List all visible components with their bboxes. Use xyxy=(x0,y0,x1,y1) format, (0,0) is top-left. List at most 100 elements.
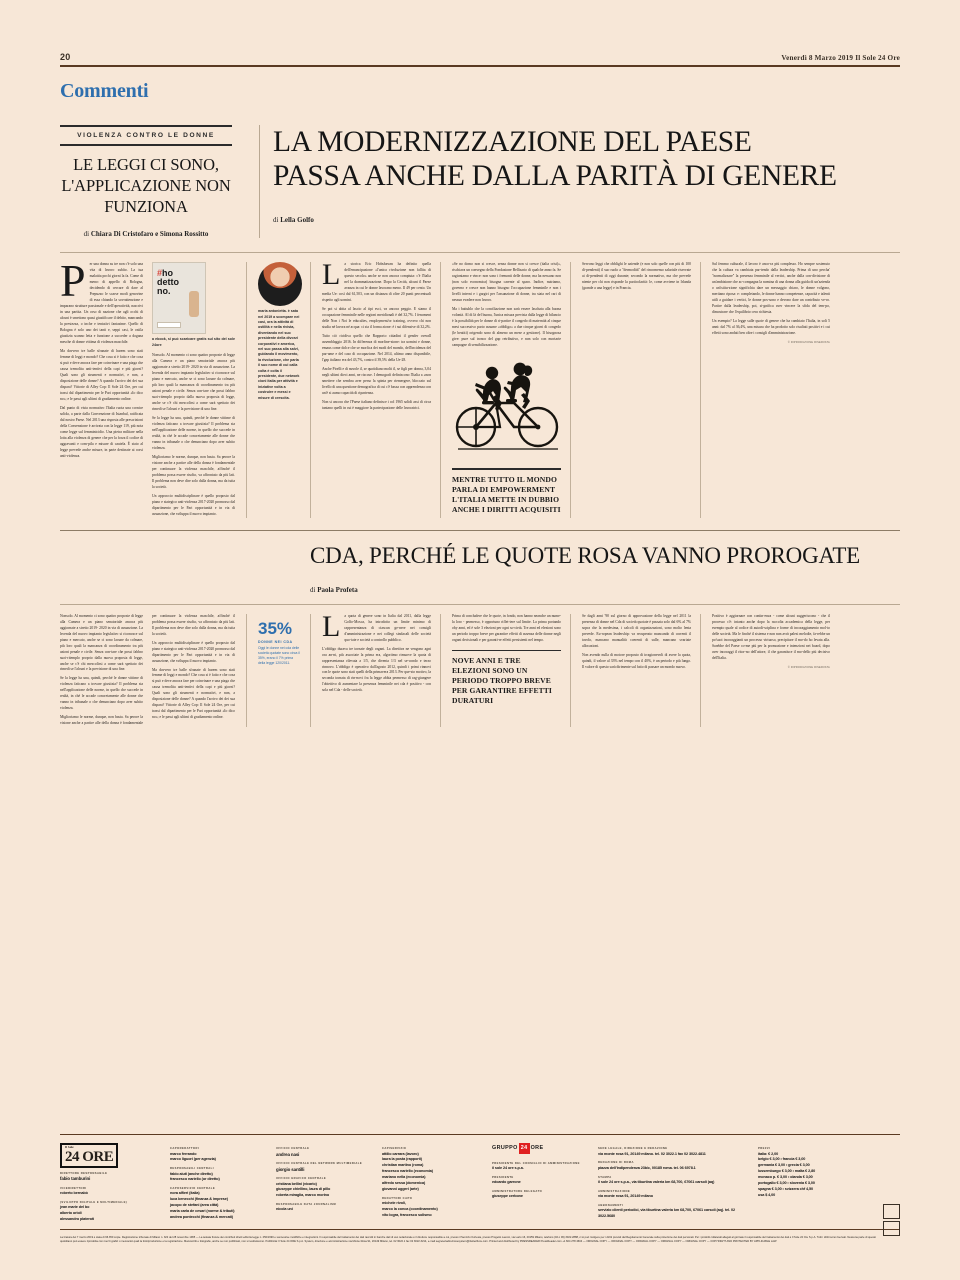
footer-value: giorgio santilli xyxy=(276,1166,305,1172)
footer-value: alberto orioli xyxy=(60,1210,82,1215)
page-footer: Il Sole 24 ORE DIRETTORE RESPONSABILE fa… xyxy=(60,1133,900,1244)
footer-label: SEDE LEGALE, DIREZIONE E REDAZIONE xyxy=(598,1147,668,1151)
paragraph: Positivo è aggiornare con contin-enza - … xyxy=(712,613,830,660)
footer-label: STAMPA xyxy=(598,1175,612,1179)
paragraph: Miglioriamo le norme, dunque, non basta.… xyxy=(152,454,235,489)
paragraph: Servono leggi che obblighi le aziende (e… xyxy=(582,262,691,291)
left-headline[interactable]: LE LEGGI CI SONO, L'APPLICAZIONE NON FUN… xyxy=(61,154,231,216)
tandem-bicycle-illustration xyxy=(452,355,561,460)
second-col-3: Se dagli anni '90 sul giorno di approvaz… xyxy=(582,614,700,728)
column-gutter xyxy=(310,613,311,728)
second-col-2: Prima di concludere che le quote, in fon… xyxy=(452,614,570,728)
paragraph: Se poi si abita al lascio al tipi esci, … xyxy=(322,307,431,330)
bicycle-icon xyxy=(455,362,559,450)
pressreader-badge xyxy=(883,1204,900,1238)
paragraph-text: a quota di genere sono in Italia dal 201… xyxy=(344,613,431,642)
byline-prefix: di xyxy=(310,585,318,594)
footer-value: usa $ 4,00 xyxy=(758,1192,776,1197)
footer-label: DIRETTORE RESPONSABILE xyxy=(60,1171,108,1175)
column-gutter xyxy=(246,262,247,518)
footer-value: belgio € 3,00 • francia € 3,00 xyxy=(758,1157,806,1162)
paragraph: Un approccio multidisciplinare è quello … xyxy=(152,493,235,516)
drop-cap: L xyxy=(322,609,341,643)
column-gutter xyxy=(440,262,441,518)
footer-value: cristiana bellini (vicario) xyxy=(276,1181,317,1186)
footer-label: CAPOSERVIZIO CENTRALE xyxy=(170,1187,216,1191)
paragraph: Ma davvero tre balle sfranate di harem s… xyxy=(152,667,235,720)
footer-value: roberto bernabò xyxy=(60,1190,88,1195)
footer-value: alfredo sessa (domenica) xyxy=(382,1180,426,1185)
footer-value: francesco nariello (or diretto) xyxy=(170,1177,220,1182)
header-rule xyxy=(60,65,900,67)
footer-label: UFFICIO CENTRALE DEL NETWORK MULTIMEDIAL… xyxy=(276,1162,363,1166)
main-body-text-2: «Se no domo non si cresce, senza donne n… xyxy=(452,262,561,349)
second-byline: di Paola Profeta xyxy=(310,586,900,594)
footer-label: UFFICIO CENTRALE xyxy=(276,1147,310,1151)
portrait-column: maria antonietta. è sata nel 2019 a scom… xyxy=(258,262,310,517)
footer-value: vito logra, francesco solismo xyxy=(382,1212,432,1217)
paragraph: Un esempio? La legge sulle quote di gene… xyxy=(712,319,830,336)
article-two-body: Nonsolo. Al momento ci sono quattro prop… xyxy=(60,603,900,728)
main-headline[interactable]: LA MODERNIZZAZIONE DEL PAESE PASSA ANCHE… xyxy=(273,125,900,193)
footer-label: PREZZI xyxy=(758,1147,771,1151)
byline-name: Paola Profeta xyxy=(317,585,358,594)
paragraph: Ma i battuhlo che la conciliazione non s… xyxy=(452,307,561,348)
article-separator xyxy=(60,529,900,531)
main-byline: di Lella Golfo xyxy=(273,216,900,224)
paragraph: «Se no domo non si cresce, senza donne n… xyxy=(452,262,561,303)
footer-value: via monte rosa 91, 20149 milano xyxy=(598,1193,653,1198)
gruppo-ore: ORE xyxy=(530,1145,544,1152)
paragraph: Non avendo nulla di motore proposto di i… xyxy=(582,652,691,669)
byline-prefix: di xyxy=(273,216,281,225)
book-figure: #ho detto no. a ebook, si può scaricare … xyxy=(152,262,235,348)
main-article-head: LA MODERNIZZAZIONE DEL PAESE PASSA ANCHE… xyxy=(273,125,900,239)
headline-row: VIOLENZA CONTRO LE DONNE LE LEGGI CI SON… xyxy=(60,124,900,239)
footer-value: monaco p. € 3,00 • olanda € 3,00 xyxy=(758,1175,813,1180)
gruppo-24-ore-logo: GRUPPO 24 ORE xyxy=(492,1143,588,1154)
main-col-2: «Se no domo non si cresce, senza donne n… xyxy=(452,262,570,517)
footer-masthead-col: Il Sole 24 ORE DIRETTORE RESPONSABILE fa… xyxy=(60,1143,160,1222)
footer-entries: DIRETTORE RESPONSABILE fabio tamburini V… xyxy=(60,1172,160,1223)
book-hash: # xyxy=(157,268,163,279)
footer-value: alessandro plateroti xyxy=(60,1216,95,1221)
pull-quote-2: NOVE ANNI E TRE ELEZIONI SONO UN PERIODO… xyxy=(452,656,552,706)
byline-name: Lella Golfo xyxy=(280,216,314,225)
byline-name: Chiara Di Cristofaro e Simona Rossitto xyxy=(90,230,209,239)
paragraph: L'obbligo durava tre tornate degli organ… xyxy=(322,646,431,693)
paragraph: Dal punto di vista normativo l'Italia ru… xyxy=(60,405,143,458)
legal-wrap: La tiratura del 7 marzo 2019 è stata di … xyxy=(60,1204,900,1244)
spacer xyxy=(60,531,310,594)
footer-value: marco la conca (coordinamento) xyxy=(382,1206,438,1211)
footer-value: italia: € 2,00 xyxy=(758,1151,779,1156)
pull-quote-rule-2 xyxy=(452,649,561,652)
footer-value: edoardo garrone xyxy=(492,1180,521,1184)
footer-col-2: CAPOREDATTORI marco ferrando marco liguo… xyxy=(170,1143,266,1222)
footer-value: laura la posta (rapporti) xyxy=(382,1157,422,1162)
second-headline[interactable]: CDA, PERCHÉ LE QUOTE ROSA VANNO PROROGAT… xyxy=(310,542,861,568)
footer-value: nora alfieri (italia) xyxy=(170,1191,200,1196)
book-title-1: ho xyxy=(162,268,174,279)
footer-addresses-col: SEDE LEGALE, DIREZIONE E REDAZIONE via m… xyxy=(598,1143,748,1222)
paragraph: Se la legge ha una, quindi, perché le do… xyxy=(152,415,235,450)
pull-quote-block-1: MENTRE TUTTO IL MONDO PARLA DI EMPOWERME… xyxy=(452,468,561,515)
book-cover-image: #ho detto no. xyxy=(152,262,206,335)
footer-value: giovanni uggeri (arte) xyxy=(382,1186,419,1191)
main-headline-line2: PASSA ANCHE DALLA PARITÀ DI GENERE xyxy=(273,159,837,192)
footer-label: RESPONSABILI CENTRALI xyxy=(170,1167,214,1171)
column-gutter xyxy=(310,262,311,518)
left-byline: di Chiara Di Cristofaro e Simona Rossitt… xyxy=(60,230,232,238)
footer-rule xyxy=(60,1133,900,1136)
paragraph: Un approccio multidisciplinare è quello … xyxy=(152,640,235,663)
footer-value: il sole 24 ore s.p.a., via tiburtina val… xyxy=(598,1179,715,1184)
footer-label: CAPISERVIZIO xyxy=(382,1147,407,1151)
footer-value: piazza dell'indipendenza 23b/c, 00185 ro… xyxy=(598,1165,696,1170)
copyright-notice: © RIPRODUZIONE RISERVATA xyxy=(787,341,830,345)
footer-value: nicola uni xyxy=(276,1207,293,1212)
footer-value: marco ferrando xyxy=(170,1151,197,1156)
paragraph-text: er una donna su tre non c'è solo una vit… xyxy=(60,262,143,345)
paragraph: Se la legge ha una, quindi, perché le do… xyxy=(60,676,143,711)
